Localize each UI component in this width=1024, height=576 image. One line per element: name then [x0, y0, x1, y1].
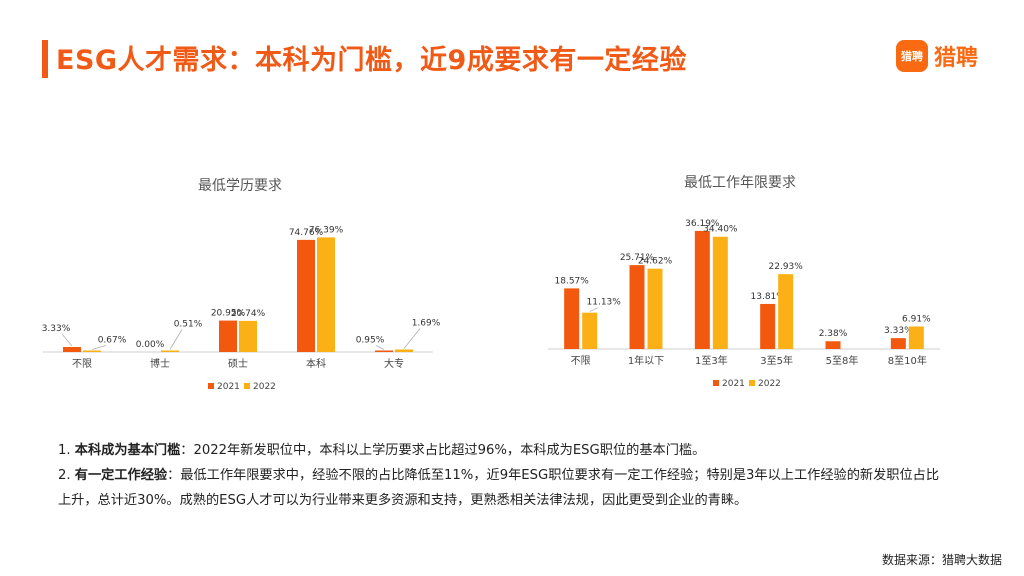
legend-swatch-2022 — [749, 380, 755, 386]
data-label: 76.39% — [309, 225, 344, 235]
x-tick-label: 8至10年 — [888, 354, 927, 367]
label-leader — [589, 307, 598, 313]
x-tick-label: 博士 — [150, 357, 170, 370]
data-label: 18.57% — [555, 276, 590, 286]
bar-2022 — [395, 349, 413, 352]
bar-2021 — [564, 288, 580, 349]
legend-swatch-2021 — [208, 383, 214, 389]
bar-2021 — [63, 347, 81, 352]
data-label: 36.19% — [685, 219, 720, 229]
data-label: 25.71% — [620, 253, 655, 263]
bar-2022 — [778, 274, 794, 349]
data-label: 0.95% — [356, 336, 385, 346]
bar-2022 — [239, 320, 257, 352]
data-label: 0.51% — [174, 320, 203, 330]
x-tick-label: 硕士 — [228, 357, 248, 370]
label-leader — [403, 328, 421, 349]
bar-2021 — [694, 230, 710, 349]
data-source: 数据来源：猎聘大数据 — [881, 553, 1002, 567]
bar-2022 — [647, 268, 663, 349]
note-1-lead: 本科成为基本门槛 — [74, 443, 181, 458]
notes: 1. 本科成为基本门槛：2022年新发职位中，本科以上学历要求占比超过96%，本… — [58, 438, 948, 513]
chart-title: 最低工作年限要求 — [684, 175, 796, 191]
legend-label: 2022 — [758, 379, 781, 389]
x-tick-label: 不限 — [571, 355, 591, 367]
data-label: 22.93% — [769, 262, 804, 272]
data-label: 11.13% — [587, 298, 622, 308]
data-label: 0.00% — [136, 340, 165, 350]
label-leader — [91, 345, 107, 350]
title-accent-bar — [42, 40, 48, 78]
data-label: 6.91% — [902, 314, 931, 324]
x-tick-label: 大专 — [384, 357, 404, 370]
bar-2021 — [760, 303, 776, 349]
data-label: 3.33% — [42, 324, 71, 334]
logo-text: 猎聘 — [934, 46, 979, 71]
bar-2021 — [297, 239, 315, 352]
legend-swatch-2021 — [713, 380, 719, 386]
note-1-text: ：2022年新发职位中，本科以上学历要求占比超过96%，本科成为ESG职位的基本… — [180, 443, 706, 458]
x-tick-label: 3至5年 — [760, 354, 793, 367]
data-label: 74.76% — [289, 228, 324, 238]
bar-2022 — [712, 236, 728, 349]
data-label: 13.81% — [751, 292, 786, 302]
x-tick-label: 本科 — [306, 357, 326, 370]
label-leader — [375, 345, 385, 350]
bar-2022 — [582, 312, 598, 349]
x-tick-label: 1年以下 — [628, 354, 664, 367]
bar-2021 — [825, 341, 841, 349]
logo-icon: 猎聘 — [896, 40, 928, 72]
label-leader — [61, 333, 73, 347]
note-2-text: ：最低工作年限要求中，经验不限的占比降低至11%，近9年ESG职位要求有一定工作… — [58, 468, 940, 508]
bar-2021 — [890, 338, 906, 349]
legend-label: 2022 — [253, 382, 276, 392]
page-title: ESG人才需求：本科为门槛，近9成要求有一定经验 — [56, 45, 687, 76]
note-2: 2. 有一定工作经验：最低工作年限要求中，经验不限的占比降低至11%，近9年ES… — [58, 468, 940, 508]
chart-title: 最低学历要求 — [198, 178, 282, 194]
x-tick-label: 不限 — [72, 358, 92, 370]
bar-2022 — [908, 326, 924, 349]
x-tick-label: 1至3年 — [695, 354, 728, 367]
data-label: 20.74% — [231, 309, 266, 319]
data-label: 20.95% — [211, 309, 246, 319]
legend-label: 2021 — [217, 382, 240, 392]
bar-2022 — [83, 350, 101, 352]
data-label: 0.67% — [98, 336, 127, 346]
data-label: 2.38% — [819, 329, 848, 339]
bar-2021 — [219, 320, 237, 352]
data-label: 3.33% — [884, 326, 913, 336]
note-2-lead: 有一定工作经验 — [74, 468, 168, 483]
data-label: 34.40% — [703, 225, 738, 235]
legend-swatch-2022 — [244, 383, 250, 389]
bar-2021 — [629, 265, 645, 349]
bar-2022 — [161, 350, 179, 352]
liepin-logo: 猎聘 猎聘 — [896, 40, 978, 72]
data-label: 1.69% — [412, 318, 441, 328]
legend-label: 2021 — [722, 379, 745, 389]
x-tick-label: 5至8年 — [826, 354, 859, 367]
label-leader — [169, 329, 183, 350]
note-1: 1. 本科成为基本门槛：2022年新发职位中，本科以上学历要求占比超过96%，本… — [58, 443, 706, 458]
bar-2022 — [317, 237, 335, 352]
data-label: 24.62% — [638, 257, 673, 267]
bar-2021 — [375, 350, 393, 352]
